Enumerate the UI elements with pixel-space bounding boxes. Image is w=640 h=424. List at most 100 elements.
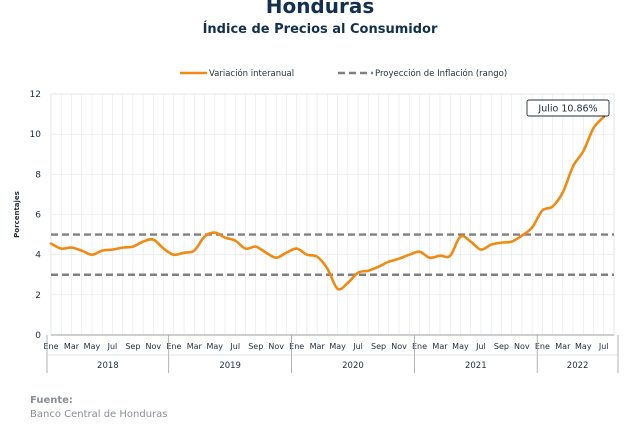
y-tick-label: 8: [35, 170, 41, 180]
data-point: [449, 254, 452, 257]
x-tick-label-month: Mar: [432, 342, 448, 351]
data-point: [551, 205, 554, 208]
chart-title: Honduras: [265, 0, 375, 18]
x-tick-label-month: Jul: [352, 342, 363, 351]
annotation: Julio 10.86%: [526, 99, 610, 118]
data-point: [254, 245, 257, 248]
data-point: [541, 209, 544, 212]
annotation-label: Julio 10.86%: [537, 104, 597, 115]
x-tick-label-month: May: [452, 342, 469, 351]
inflation-target-band: [51, 233, 614, 276]
data-point: [346, 281, 349, 284]
y-axis: 0 2 4 6 8 10 12 Porcentajes: [13, 90, 41, 341]
data-point: [193, 249, 196, 252]
x-axis: Ene Mar May Jul Sep Nov Ene Mar May Jul Sep Nov Ene M…: [43, 334, 619, 373]
data-point: [50, 242, 52, 245]
data-point: [316, 255, 319, 258]
x-tick-label-month: Sep: [371, 342, 386, 351]
x-tick-label-month: Nov: [268, 342, 284, 351]
y-tick-label: 4: [35, 251, 41, 261]
x-tick-label-month: Jul: [475, 342, 486, 351]
data-point: [111, 248, 114, 251]
data-point: [592, 127, 595, 130]
x-tick-label-month: Mar: [64, 342, 80, 351]
legend-label-variacion: Variación interanual: [209, 68, 294, 79]
x-tick-label-month: May: [84, 342, 101, 351]
data-point: [131, 245, 134, 248]
data-point: [490, 243, 493, 246]
data-point: [387, 260, 390, 263]
chart-subtitle: Índice de Precios al Consumidor: [202, 22, 438, 37]
data-point: [101, 249, 104, 252]
x-tick-label-month: May: [575, 342, 592, 351]
data-point: [418, 250, 421, 253]
source-text: Banco Central de Honduras: [30, 409, 168, 420]
data-point: [367, 269, 370, 272]
data-point: [531, 226, 534, 229]
data-point: [162, 247, 165, 250]
data-point: [408, 253, 411, 256]
data-point: [183, 251, 185, 254]
x-tick-label-month: May: [207, 342, 224, 351]
data-point: [142, 240, 145, 243]
data-point: [428, 256, 431, 259]
data-point: [306, 253, 308, 256]
data-point: [377, 265, 380, 268]
y-tick-label: 0: [35, 331, 41, 341]
legend: Variación interanual Proyección de Inflac…: [180, 68, 507, 79]
y-tick-label: 2: [35, 291, 41, 301]
data-point: [60, 247, 63, 250]
data-point: [439, 254, 441, 257]
data-point: [70, 246, 73, 249]
data-point: [500, 241, 503, 244]
x-tick-label-month: Ene: [289, 342, 304, 351]
data-point: [203, 235, 206, 238]
source-label: Fuente:: [30, 395, 73, 406]
data-point: [152, 238, 155, 241]
data-point: [326, 267, 329, 270]
data-point: [572, 165, 574, 168]
x-tick-label-month: Ene: [166, 342, 181, 351]
x-tick-label-month: Ene: [535, 342, 550, 351]
data-point: [213, 231, 216, 234]
data-point: [91, 253, 93, 256]
x-tick-label-year: 2020: [342, 361, 364, 371]
grid: [50, 93, 615, 336]
data-point: [244, 247, 247, 250]
x-tick-label-month: Nov: [514, 342, 530, 351]
x-tick-label-month: Nov: [391, 342, 407, 351]
x-tick-label-month: Mar: [310, 342, 326, 351]
x-tick-label-year: 2022: [567, 361, 589, 371]
x-tick-label-month: May: [329, 342, 346, 351]
y-tick-label: 6: [35, 211, 41, 221]
x-tick-label-month: Jul: [229, 342, 240, 351]
data-point: [121, 246, 124, 249]
x-tick-label-month: Sep: [125, 342, 140, 351]
data-point: [561, 191, 564, 194]
data-point: [469, 240, 472, 243]
data-point: [459, 235, 462, 238]
data-point: [275, 256, 278, 259]
x-tick-label-month: Ene: [412, 342, 427, 351]
x-tick-label-year: 2018: [97, 361, 119, 371]
data-point: [285, 251, 288, 254]
x-tick-label-month: Mar: [187, 342, 203, 351]
x-tick-label-year: 2021: [465, 361, 487, 371]
data-point: [510, 240, 513, 243]
annotation-box: [526, 99, 610, 117]
y-tick-label: 10: [30, 130, 42, 140]
x-tick-label-month: Jul: [107, 342, 118, 351]
x-tick-label-month: Sep: [248, 342, 263, 351]
data-point: [582, 150, 585, 153]
data-point: [80, 249, 83, 252]
x-tick-label-month: Nov: [146, 342, 162, 351]
data-point: [357, 271, 359, 274]
x-tick-label-month: Sep: [494, 342, 509, 351]
x-tick-label-month: Ene: [43, 342, 58, 351]
x-tick-label-month: Mar: [555, 342, 571, 351]
data-point: [520, 234, 523, 237]
x-tick-label-year: 2019: [219, 361, 241, 371]
y-axis-label: Porcentajes: [13, 191, 21, 238]
x-tick-label-month: Jul: [598, 342, 609, 351]
